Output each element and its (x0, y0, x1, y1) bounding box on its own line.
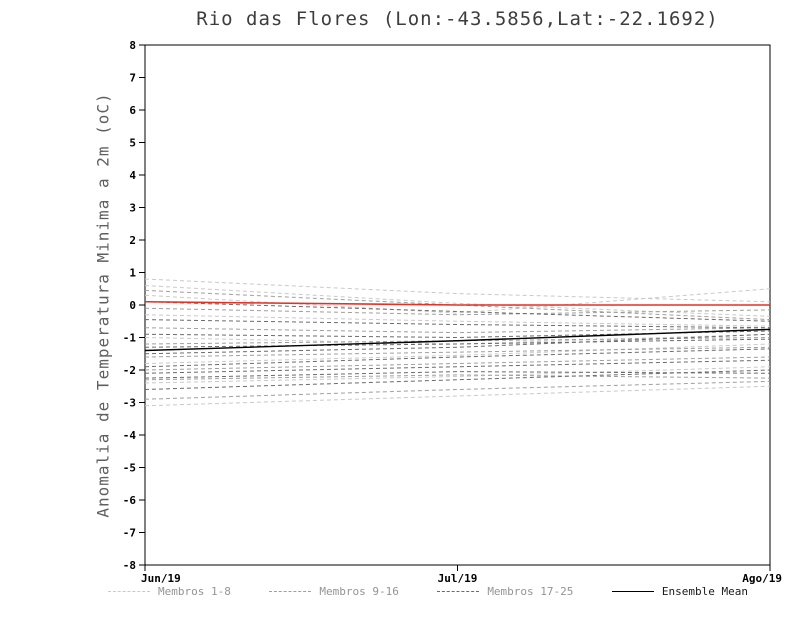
y-tick-label: 7 (129, 72, 136, 85)
member-line-m22 (144, 348, 771, 368)
y-tick-label: 5 (129, 137, 136, 150)
member-line-m13 (144, 346, 771, 358)
legend-item: Membros 1-8 (108, 585, 231, 598)
y-tick-label: 2 (129, 234, 136, 247)
member-line-m19 (144, 330, 771, 339)
y-tick-label: -4 (123, 429, 137, 442)
y-tick-label: 3 (129, 202, 136, 215)
y-tick-label: -8 (123, 559, 136, 572)
member-line-m08 (144, 385, 771, 407)
member-line-m16 (144, 380, 771, 400)
member-line-m05 (144, 333, 771, 345)
ensemble-mean-line (144, 328, 771, 352)
legend-item: Membros 17-25 (437, 585, 573, 598)
member-line-m17 (144, 301, 771, 322)
legend-item: Membros 9-16 (269, 585, 399, 598)
member-line-m18 (144, 319, 771, 329)
member-line-m10 (144, 307, 771, 316)
member-line-m15 (144, 374, 771, 381)
member-line-m24 (144, 371, 771, 379)
legend-swatch-dashed (108, 591, 150, 592)
member-line-m04 (144, 314, 771, 327)
member-line-m09 (144, 289, 771, 321)
legend-label: Ensemble Mean (661, 585, 748, 598)
y-tick-label: -7 (123, 527, 136, 540)
legend-item: Ensemble Mean (611, 585, 748, 598)
legend-label: Membros 1-8 (158, 585, 231, 598)
legend-label: Membros 9-16 (319, 585, 399, 598)
legend-swatch-dashed (269, 591, 312, 592)
y-tick-label: 1 (129, 267, 136, 280)
member-line-m06 (144, 343, 771, 364)
y-tick-label: -6 (123, 494, 137, 507)
y-tick-label: -2 (123, 364, 136, 377)
chart-title: Rio das Flores (Lon:-43.5856,Lat:-22.169… (196, 8, 719, 30)
y-tick-label: -5 (123, 462, 136, 475)
legend-swatch-dashed (437, 591, 480, 592)
x-tick-label: Jul/19 (438, 572, 478, 585)
member-line-m03 (144, 288, 771, 314)
y-tick-label: 6 (129, 104, 136, 117)
member-line-m21 (144, 333, 771, 355)
legend-swatch-solid (611, 591, 654, 592)
reference-zero-line (144, 300, 770, 306)
member-line-m20 (144, 338, 771, 348)
member-line-m11 (144, 327, 771, 334)
chart-legend: Membros 1-8 Membros 9-16 Membros 17-25 Ense… (108, 585, 748, 598)
legend-label: Membros 17-25 (487, 585, 574, 598)
member-line-m01 (144, 278, 771, 303)
member-line-m07 (144, 366, 771, 384)
member-line-m02 (144, 285, 771, 317)
x-tick-label: Ago/19 (742, 572, 782, 585)
x-tick-label: Jun/19 (141, 572, 181, 585)
member-line-m25 (144, 369, 771, 390)
member-line-m14 (144, 356, 771, 371)
y-tick-label: 0 (129, 299, 136, 312)
y-tick-label: -3 (123, 397, 136, 410)
member-line-m23 (144, 359, 771, 374)
y-tick-label: 4 (129, 169, 136, 182)
y-tick-label: 8 (129, 39, 136, 52)
y-tick-label: -1 (123, 332, 137, 345)
